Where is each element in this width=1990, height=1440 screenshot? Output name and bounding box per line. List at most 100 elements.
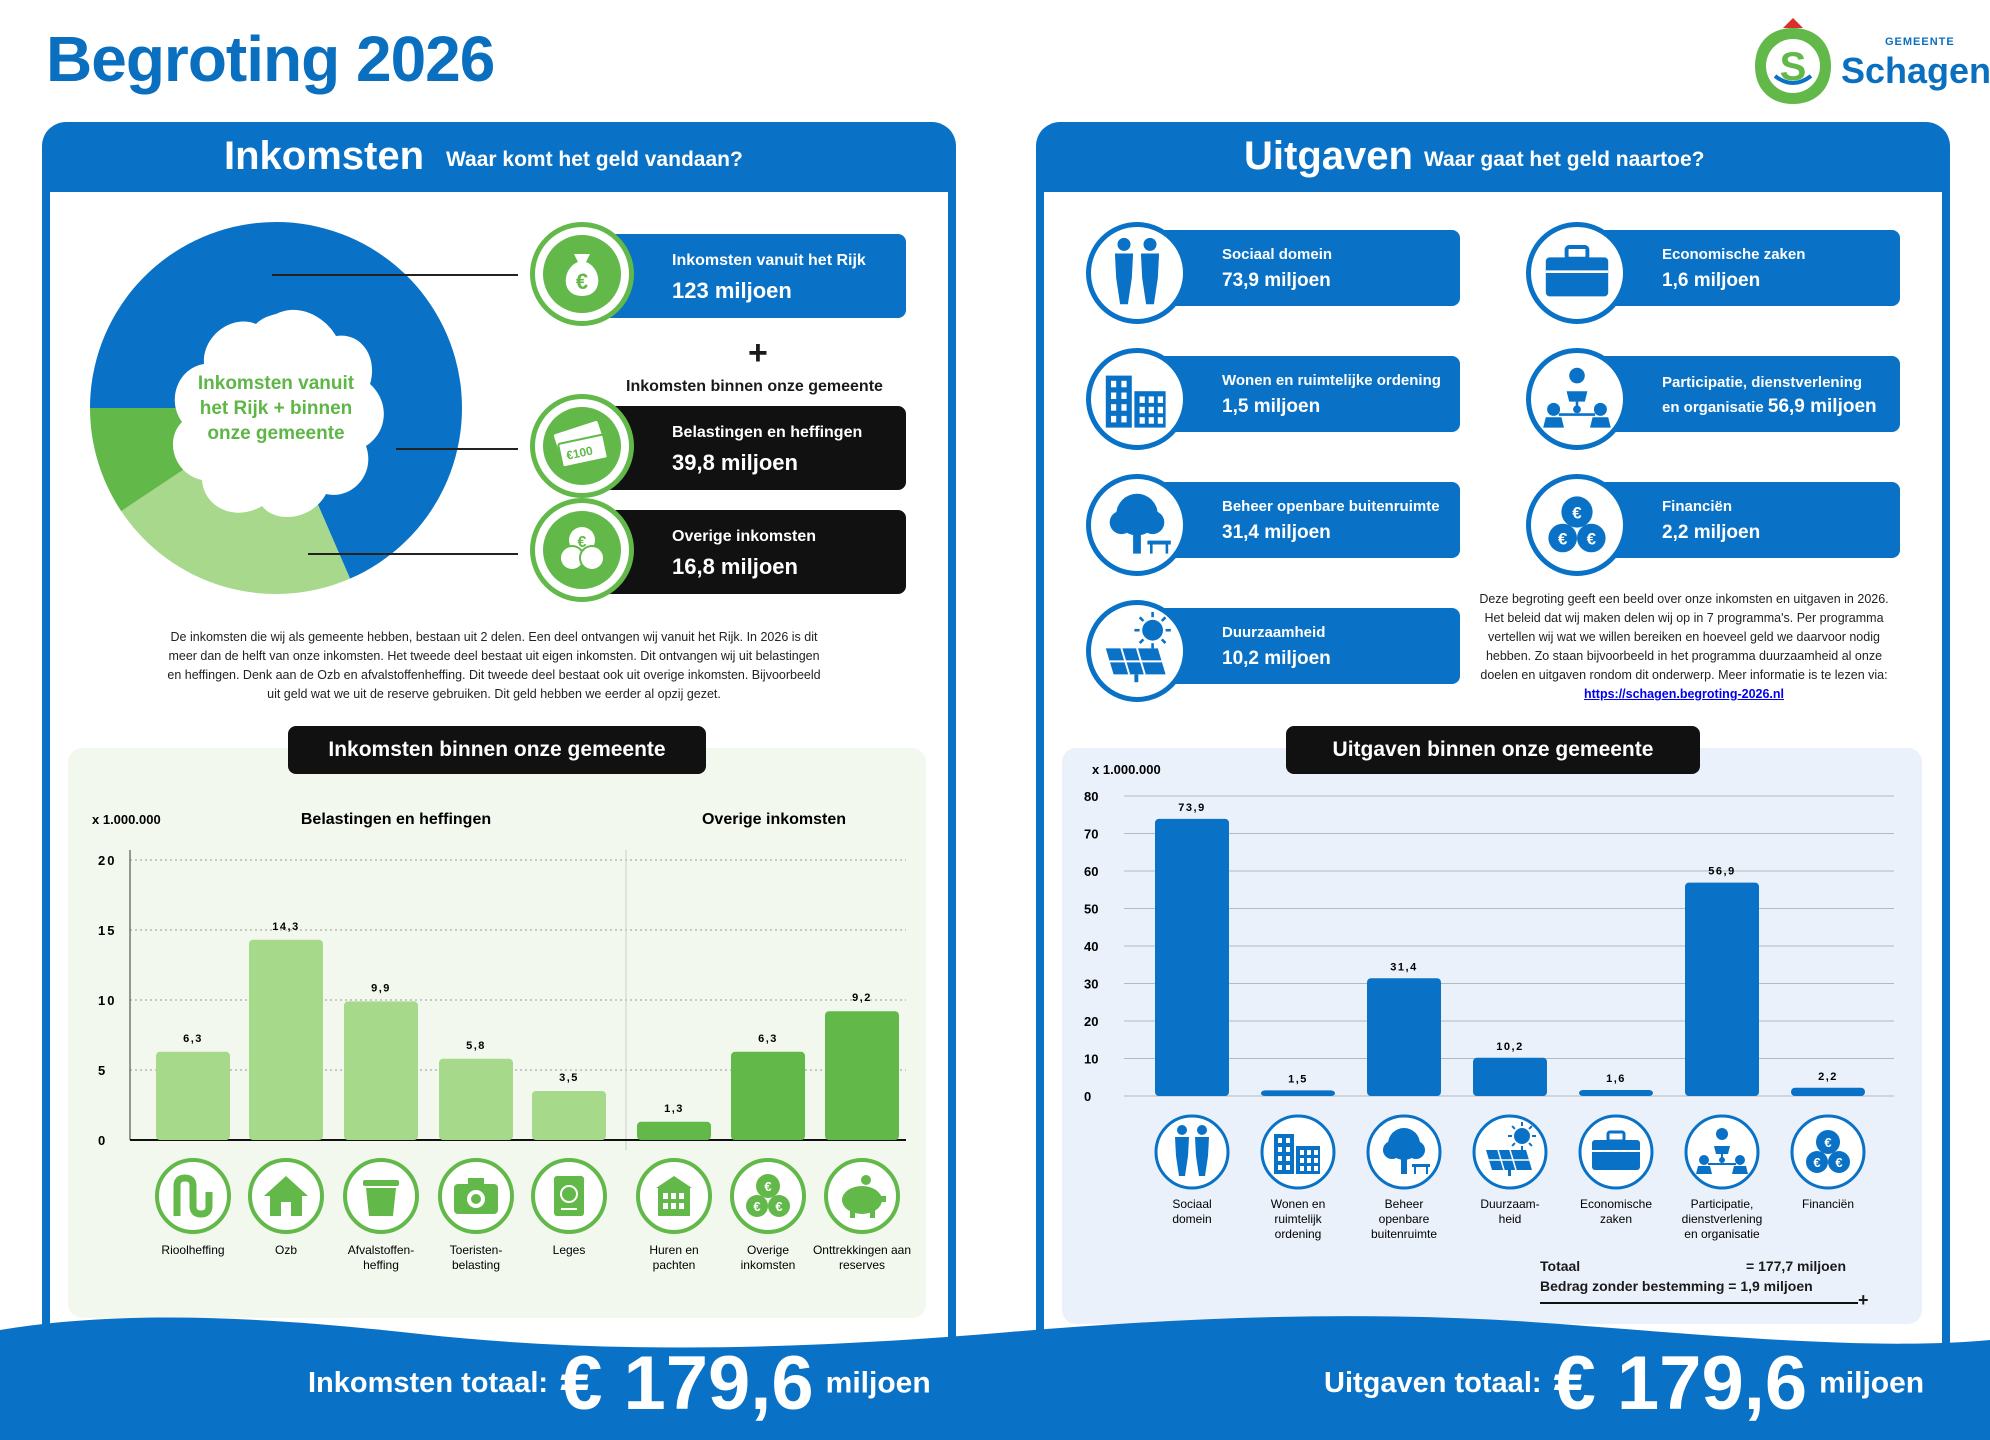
svg-text:€: €	[1572, 504, 1582, 523]
sum-line	[1540, 1302, 1858, 1304]
income-category-label: reserves	[839, 1258, 885, 1272]
income-category-label: heffing	[363, 1258, 399, 1272]
expenses-bar-label: 1,5	[1288, 1073, 1308, 1085]
expenses-bar	[1473, 1057, 1547, 1096]
expenses-category-label: heid	[1499, 1212, 1522, 1226]
expenses-subheading: Waar gaat het geld naartoe?	[1424, 148, 1705, 171]
municipality-logo: S GEMEENTE Schagen	[1745, 14, 1990, 110]
card-belasting: Belastingen en heffingen 39,8 miljoen	[592, 406, 906, 490]
coins-icon: €€ €	[746, 1174, 790, 1217]
expense-icon-ring	[1086, 348, 1188, 450]
briefcase-icon	[1545, 245, 1609, 297]
card-overig: Overige inkomsten 16,8 miljoen	[592, 510, 906, 594]
income-category-label: Afvalstoffen-	[348, 1243, 414, 1257]
expense-icon-ring: € € €	[1526, 474, 1628, 576]
expense-card-value: en organisatie 56,9 miljoen	[1662, 396, 1877, 418]
leader-line-rijk	[272, 274, 518, 276]
plus-sign: +	[748, 334, 768, 372]
page-title: Begroting 2026	[46, 23, 495, 95]
expenses-category-label: Financiën	[1802, 1197, 1854, 1211]
expenses-icon-ring	[1154, 1114, 1230, 1190]
card-overig-label: Overige inkomsten	[672, 528, 817, 545]
expenses-ytick-label: 50	[1084, 902, 1098, 917]
income-bar-label: 9,9	[371, 982, 391, 994]
people-icon	[1114, 237, 1160, 305]
expenses-bar	[1261, 1090, 1335, 1096]
buildings-icon	[1105, 375, 1166, 428]
leader-line-belasting	[396, 448, 518, 450]
logo-name: Schagen	[1841, 50, 1990, 91]
people-icon	[1175, 1125, 1209, 1176]
card-belasting-label: Belastingen en heffingen	[672, 424, 863, 441]
income-bar-label: 6,3	[758, 1033, 778, 1045]
expense-card: Financiën 2,2 miljoen	[1586, 482, 1900, 558]
logo-subtitle: GEMEENTE	[1885, 36, 1955, 48]
begroting-link[interactable]: https://schagen.begroting-2026.nl	[1583, 687, 1785, 701]
income-category-label: Rioolheffing	[161, 1243, 224, 1257]
expenses-category-label: Duurzaam-	[1480, 1197, 1539, 1211]
expenses-total-label: Uitgaven totaal:	[1324, 1367, 1542, 1399]
expense-card-value: 73,9 miljoen	[1222, 270, 1331, 291]
expenses-category-label: Wonen en	[1271, 1197, 1326, 1211]
expenses-total: Uitgaven totaal: € 179,6 miljoen	[1324, 1340, 1924, 1427]
expenses-ytick-label: 10	[1084, 1052, 1098, 1067]
expenses-category-label: ordening	[1275, 1227, 1322, 1241]
expense-icon-ring	[1526, 222, 1628, 324]
income-total-unit: miljoen	[825, 1366, 931, 1400]
income-category-label: Huren en	[649, 1243, 698, 1257]
income-category-label: Toeristen-	[450, 1243, 503, 1257]
expense-card: Beheer openbare buitenruimte 31,4 miljoen	[1146, 482, 1460, 558]
expense-card: Wonen en ruimtelijke ordening 1,5 miljoen	[1146, 356, 1460, 432]
expense-card-label: Sociaal domein	[1222, 246, 1333, 263]
expenses-category-label: domein	[1172, 1212, 1211, 1226]
coins-icon: €€ €	[1548, 496, 1606, 553]
expenses-ytick-label: 30	[1084, 977, 1098, 992]
expense-card: Economische zaken 1,6 miljoen	[1586, 230, 1900, 306]
expense-card-value: 2,2 miljoen	[1662, 522, 1761, 543]
zonder-bestemming: Bedrag zonder bestemming = 1,9 miljoen	[1540, 1278, 1813, 1294]
expense-card-value: 1,5 miljoen	[1222, 396, 1321, 417]
sum-plus: +	[1858, 1290, 1869, 1310]
card-rijk-label: Inkomsten vanuit het Rijk	[672, 252, 866, 269]
expenses-bar-label: 56,9	[1708, 866, 1735, 878]
income-bar	[825, 1011, 899, 1140]
svg-text:€: €	[764, 1179, 771, 1194]
expenses-bar	[1685, 882, 1759, 1096]
income-header: Inkomsten Waar komt het geld vandaan?	[42, 122, 956, 192]
expense-card-amount: 56,9 miljoen	[1767, 396, 1877, 417]
income-ytick-label: 10	[98, 993, 116, 1008]
income-total: Inkomsten totaal: € 179,6 miljoen	[308, 1340, 931, 1427]
expenses-bar-label: 1,6	[1606, 1073, 1626, 1085]
svg-text:€: €	[1813, 1155, 1820, 1170]
expense-card-value: 10,2 miljoen	[1222, 648, 1331, 669]
income-ytick-label: 5	[98, 1063, 107, 1078]
passport-icon	[554, 1176, 584, 1216]
income-bar-label: 9,2	[852, 992, 872, 1004]
coins-icon: €	[543, 511, 621, 589]
income-total-label: Inkomsten totaal:	[308, 1367, 549, 1399]
income-bar-label: 3,5	[559, 1072, 579, 1084]
expenses-total-unit: miljoen	[1819, 1366, 1925, 1400]
income-subheading: Waar komt het geld vandaan?	[446, 148, 743, 171]
sewer-icon	[173, 1174, 213, 1218]
expenses-info: Deze begroting geeft een beeld over onze…	[1474, 590, 1894, 704]
expenses-ytick-label: 80	[1084, 789, 1098, 804]
expense-icon-ring	[1086, 600, 1188, 702]
coins-icon: €€ €	[1806, 1130, 1850, 1173]
svg-text:€: €	[1558, 530, 1568, 549]
card-overig-value: 16,8 miljoen	[672, 554, 798, 579]
group-label-belasting: Belastingen en heffingen	[301, 811, 491, 828]
income-intro-text: De inkomsten die wij als gemeente hebben…	[167, 630, 821, 701]
svg-text:€: €	[578, 534, 587, 551]
expenses-category-label: en organisatie	[1684, 1227, 1760, 1241]
expense-card-label: Duurzaamheid	[1222, 624, 1326, 641]
expenses-bar-label: 73,9	[1178, 802, 1205, 814]
expense-card-label: Participatie, dienstverlening	[1662, 374, 1863, 391]
money-bag-circle: €	[530, 222, 634, 326]
income-bar-label: 1,3	[664, 1103, 684, 1115]
expenses-unit-label: x 1.000.000	[1092, 762, 1161, 777]
expenses-bar-label: 10,2	[1496, 1041, 1523, 1053]
expenses-bar	[1579, 1090, 1653, 1096]
banknotes-icon: €100	[543, 407, 621, 485]
